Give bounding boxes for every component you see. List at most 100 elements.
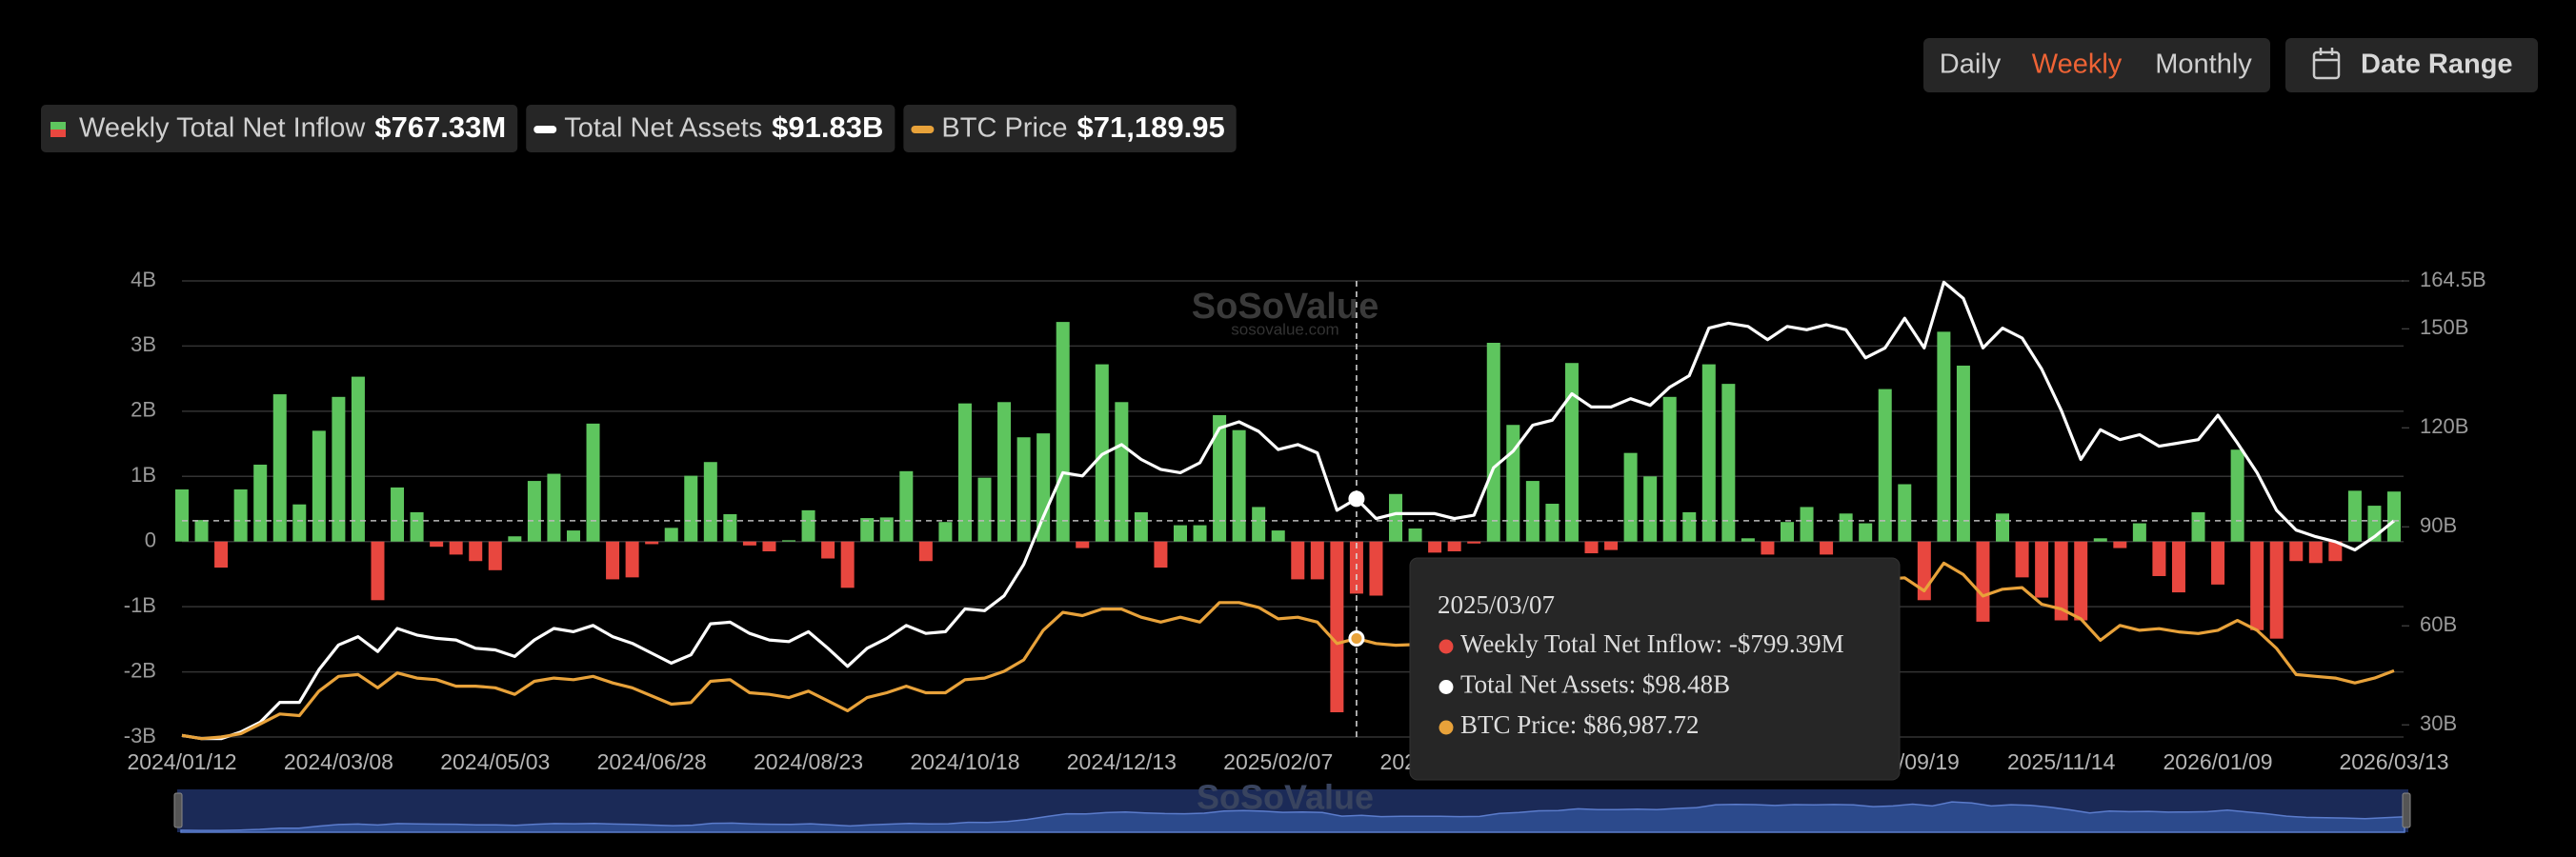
bar [1937,331,1951,542]
bar [1662,396,1677,542]
bar [1898,484,1912,542]
bar [1701,364,1716,542]
navigator-line [180,801,2405,833]
bar [1173,525,1187,542]
bar [430,541,444,548]
x-tick-label: 2025/02/07 [1223,749,1333,774]
date-range-label[interactable]: Date Range [2361,50,2513,80]
bar [2250,541,2264,630]
period-button[interactable]: Monthly [2155,50,2252,80]
bar [410,511,424,542]
bar [312,430,326,542]
legend-label: BTC Price [941,113,1067,144]
bar [469,541,483,562]
bar [1310,541,1324,580]
bar [723,513,737,542]
bar [1232,429,1246,542]
navigator-handle[interactable] [2402,792,2411,828]
date-range-button[interactable] [2285,38,2538,92]
bar [253,464,268,542]
legend-item[interactable]: BTC Price $71,189.95 [903,105,1237,152]
legend-value: $767.33M [374,110,506,144]
y2-tick-label: 30B [2420,711,2457,735]
bar [1859,523,1873,542]
bar [2211,541,2225,585]
legend-chip[interactable] [526,105,896,152]
y-tick-label: 2B [131,398,156,422]
x-tick-label: 2024/05/03 [440,749,550,774]
bar [2347,490,2362,542]
x-tick-label: 2025/11/14 [2007,749,2116,774]
legend-chip[interactable] [41,105,518,152]
bar [762,541,776,551]
x-tick-label: 2024/12/13 [1067,749,1177,774]
bar [488,541,502,570]
bar [1271,530,1285,542]
bar [391,487,405,542]
bar [1467,541,1481,544]
legend-value: $71,189.95 [1077,110,1225,144]
legend-label: Weekly Total Net Inflow [79,113,366,144]
legend-icon [911,126,935,133]
watermark: SoSoValue [1192,287,1379,327]
x-tick-label: 2024/03/08 [284,749,393,774]
bar [899,470,914,542]
bar [1976,541,1990,622]
bar [1076,541,1090,548]
tooltip-dot [1439,720,1454,735]
legend-item[interactable]: Weekly Total Net Inflow $767.33M [41,105,518,152]
x-tick-label: 2026/01/09 [2163,749,2272,774]
bar [1604,541,1619,550]
watermark-url: sosovalue.com [1231,320,1338,338]
bar [1623,452,1638,542]
bar [1213,414,1227,542]
bar [1741,538,1755,542]
bar [2328,541,2343,562]
bar [1330,541,1344,712]
tooltip-row: Weekly Total Net Inflow: -$799.39M [1460,629,1844,658]
legend-icon [50,122,66,130]
bar [1115,402,1129,542]
bar [1134,511,1148,542]
navigator-handle[interactable] [173,792,183,828]
bar [625,541,639,578]
bar [1408,528,1422,542]
bar [2132,523,2146,542]
bar [1154,541,1168,568]
bar [272,394,287,542]
period-switch [1923,38,2270,92]
calendar-icon [2312,50,2341,80]
period-button[interactable]: Weekly [2032,50,2123,80]
period-button[interactable]: Daily [1940,50,2002,80]
bar [2191,511,2205,542]
legend-chip[interactable] [903,105,1237,152]
legend-value: $91.83B [772,110,883,144]
bar [1291,541,1305,580]
bar [292,504,307,542]
x-tick-label: 2024/08/23 [754,749,863,774]
bar [977,477,992,542]
y-tick-label: -2B [124,658,156,682]
bar [1820,541,1834,555]
bar [1800,507,1814,542]
watermark: SoSoValue [1197,778,1374,817]
bar [1878,389,1892,542]
x-tick-label: 2024/06/28 [597,749,707,774]
bar [1036,433,1051,542]
bar [214,541,229,568]
bar [1056,322,1070,542]
legend-item[interactable]: Total Net Assets $91.83B [526,105,896,152]
y-tick-label: 0 [145,528,156,552]
bar [2269,541,2284,639]
bar [606,541,620,580]
bar [508,536,522,542]
hover-marker [1348,490,1365,508]
y-tick-label: 3B [131,332,156,356]
bar [1016,437,1031,542]
bar [1839,513,1853,542]
y-tick-label: 4B [131,268,156,291]
bar [957,403,972,542]
bar [782,540,796,542]
